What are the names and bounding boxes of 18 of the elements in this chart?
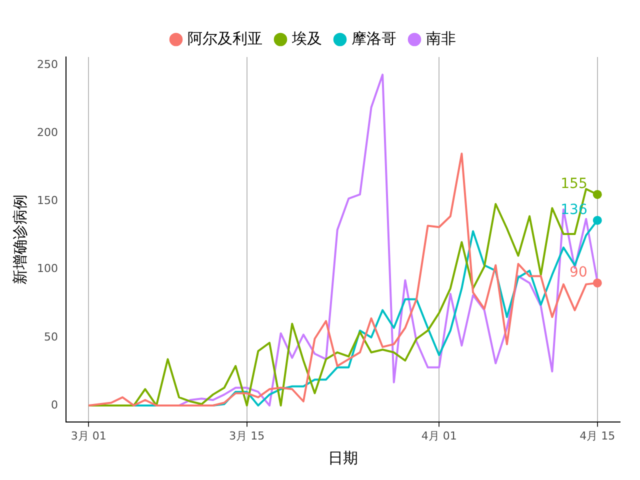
x-tick-label: 4月 15 xyxy=(580,429,616,442)
legend-label: 南非 xyxy=(426,29,456,48)
legend-label: 埃及 xyxy=(291,29,322,48)
x-tick-label: 4月 01 xyxy=(421,429,457,442)
y-tick-label: 0 xyxy=(50,398,58,412)
legend-label: 阿尔及利亚 xyxy=(188,29,262,48)
data-label: 155 xyxy=(560,176,588,192)
x-tick-label: 3月 01 xyxy=(70,429,106,442)
y-tick-label: 200 xyxy=(36,126,58,140)
x-axis-title: 日期 xyxy=(328,448,358,467)
data-label: 90 xyxy=(570,264,588,281)
y-tick-label: 100 xyxy=(36,262,58,276)
y-tick-label: 150 xyxy=(36,194,58,208)
y-tick-label: 50 xyxy=(44,330,58,344)
x-tick-label: 3月 15 xyxy=(229,429,265,442)
y-tick-label: 250 xyxy=(36,58,58,72)
y-axis-title: 新增确诊病例 xyxy=(10,194,29,284)
legend-label: 摩洛哥 xyxy=(352,29,396,48)
